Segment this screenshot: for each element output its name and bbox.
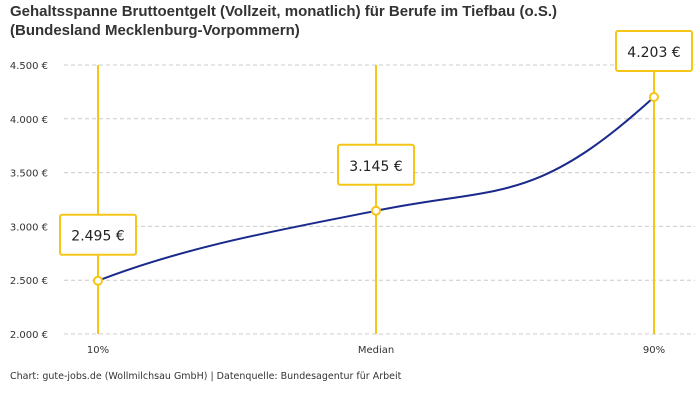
x-tick-label: Median <box>358 345 394 356</box>
chart-title: Gehaltsspanne Bruttoentgelt (Vollzeit, m… <box>10 2 557 40</box>
x-tick-label: 10% <box>87 345 109 356</box>
data-label-box <box>337 143 415 186</box>
y-tick-label: 2.000 € <box>10 330 48 341</box>
chart-footer: Chart: gute-jobs.de (Wollmilchsau GmbH) … <box>10 371 402 382</box>
y-tick-label: 3.500 € <box>10 169 48 180</box>
y-tick-label: 3.000 € <box>10 222 48 233</box>
data-point <box>371 205 381 216</box>
data-point <box>93 275 103 286</box>
y-tick-label: 4.000 € <box>10 115 48 126</box>
data-point <box>649 91 659 102</box>
title-line-1: Gehaltsspanne Bruttoentgelt (Vollzeit, m… <box>10 3 557 20</box>
y-tick-label: 2.500 € <box>10 276 48 287</box>
data-label: 4.203 € <box>627 45 680 61</box>
x-tick-label: 90% <box>643 345 665 356</box>
data-label-box <box>59 213 137 256</box>
data-label: 3.145 € <box>349 159 402 175</box>
data-label-box <box>615 29 693 72</box>
y-tick-label: 4.500 € <box>10 61 48 72</box>
title-line-2: (Bundesland Mecklenburg-Vorpommern) <box>10 22 300 39</box>
data-label: 2.495 € <box>71 229 124 245</box>
